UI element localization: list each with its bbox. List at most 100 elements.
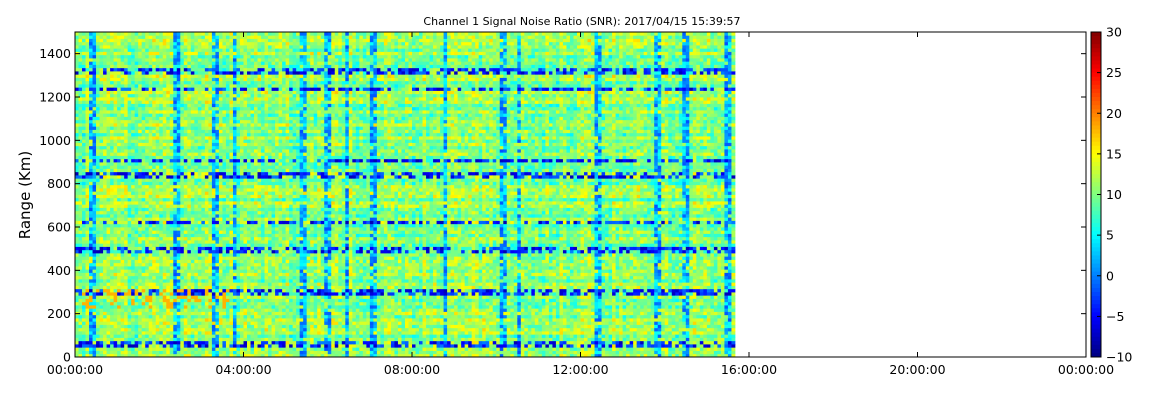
- heatmap-cell: [75, 171, 79, 176]
- heatmap-cell: [187, 162, 192, 166]
- heatmap-cell: [239, 178, 244, 182]
- heatmap-cell: [78, 240, 83, 244]
- heatmap-cell: [110, 223, 115, 228]
- heatmap-cell: [194, 191, 199, 195]
- heatmap-cell: [152, 54, 157, 59]
- heatmap-cell: [159, 103, 164, 108]
- heatmap-cell: [222, 181, 227, 186]
- heatmap-cell: [89, 51, 93, 56]
- heatmap-cell: [141, 279, 146, 283]
- heatmap-cell: [229, 77, 234, 82]
- heatmap-cell: [169, 204, 174, 208]
- heatmap-cell: [211, 194, 216, 199]
- heatmap-cell: [145, 197, 150, 202]
- heatmap-cell: [89, 197, 93, 202]
- heatmap-cell: [187, 269, 192, 273]
- heatmap-cell: [204, 103, 209, 108]
- heatmap-cell: [222, 282, 227, 286]
- heatmap-cell: [236, 152, 241, 156]
- heatmap-cell: [215, 35, 220, 39]
- heatmap-cell: [99, 194, 104, 199]
- heatmap-cell: [89, 48, 93, 52]
- heatmap-cell: [82, 54, 86, 59]
- heatmap-cell: [229, 45, 234, 49]
- heatmap-cell: [110, 314, 115, 319]
- heatmap-cell: [215, 129, 220, 134]
- heatmap-cell: [183, 119, 188, 124]
- heatmap-cell: [127, 45, 132, 49]
- heatmap-cell: [169, 162, 174, 166]
- heatmap-cell: [211, 318, 216, 322]
- heatmap-cell: [148, 158, 153, 163]
- heatmap-cell: [75, 201, 79, 205]
- heatmap-cell: [201, 282, 206, 286]
- heatmap-cell: [78, 181, 83, 186]
- heatmap-cell: [96, 110, 100, 114]
- heatmap-cell: [218, 207, 223, 212]
- heatmap-cell: [222, 165, 227, 169]
- heatmap-cell: [82, 194, 86, 199]
- heatmap-cell: [145, 64, 150, 69]
- heatmap-cell: [141, 331, 146, 335]
- heatmap-cell: [134, 197, 139, 202]
- heatmap-cell: [117, 318, 122, 322]
- heatmap-cell: [113, 340, 118, 345]
- heatmap-cell: [222, 38, 227, 43]
- heatmap-cell: [197, 207, 202, 212]
- heatmap-cell: [131, 171, 136, 176]
- heatmap-cell: [187, 311, 192, 316]
- heatmap-cell: [155, 285, 160, 290]
- heatmap-cell: [169, 32, 174, 36]
- heatmap-cell: [243, 90, 248, 95]
- heatmap-cell: [113, 77, 118, 82]
- heatmap-cell: [96, 298, 100, 303]
- heatmap-cell: [211, 136, 216, 140]
- heatmap-cell: [145, 305, 150, 309]
- heatmap-cell: [162, 162, 167, 166]
- heatmap-cell: [103, 324, 107, 329]
- heatmap-cell: [211, 217, 216, 221]
- heatmap-cell: [113, 236, 118, 241]
- heatmap-cell: [180, 158, 185, 163]
- heatmap-cell: [155, 233, 160, 238]
- heatmap-cell: [229, 331, 234, 335]
- heatmap-cell: [110, 262, 115, 267]
- heatmap-cell: [159, 97, 164, 101]
- heatmap-cell: [222, 74, 227, 78]
- heatmap-cell: [197, 236, 202, 241]
- heatmap-cell: [211, 334, 216, 338]
- heatmap-cell: [222, 123, 227, 127]
- heatmap-cell: [148, 240, 153, 244]
- heatmap-cell: [113, 285, 118, 290]
- heatmap-cell: [106, 139, 111, 143]
- heatmap-cell: [75, 123, 79, 127]
- heatmap-cell: [194, 201, 199, 205]
- heatmap-cell: [138, 97, 143, 101]
- heatmap-cell: [232, 158, 237, 163]
- heatmap-cell: [232, 149, 237, 153]
- heatmap-cell: [222, 292, 227, 296]
- heatmap-cell: [75, 308, 79, 312]
- heatmap-cell: [85, 32, 90, 36]
- heatmap-cell: [106, 149, 111, 153]
- heatmap-cell: [218, 240, 223, 244]
- heatmap-cell: [75, 54, 79, 59]
- heatmap-cell: [232, 54, 237, 59]
- heatmap-cell: [229, 246, 234, 251]
- heatmap-cell: [169, 184, 174, 189]
- heatmap-cell: [106, 162, 111, 166]
- heatmap-cell: [103, 227, 107, 231]
- heatmap-cell: [85, 38, 90, 43]
- heatmap-cell: [204, 308, 209, 312]
- heatmap-cell: [96, 126, 100, 130]
- heatmap-cell: [145, 194, 150, 199]
- heatmap-cell: [113, 41, 118, 46]
- heatmap-cell: [85, 80, 90, 85]
- heatmap-cell: [222, 266, 227, 270]
- heatmap-cell: [82, 67, 86, 72]
- heatmap-cell: [190, 149, 195, 153]
- heatmap-cell: [110, 236, 115, 241]
- heatmap-cell: [159, 123, 164, 127]
- heatmap-cell: [236, 334, 241, 338]
- heatmap-cell: [218, 350, 223, 355]
